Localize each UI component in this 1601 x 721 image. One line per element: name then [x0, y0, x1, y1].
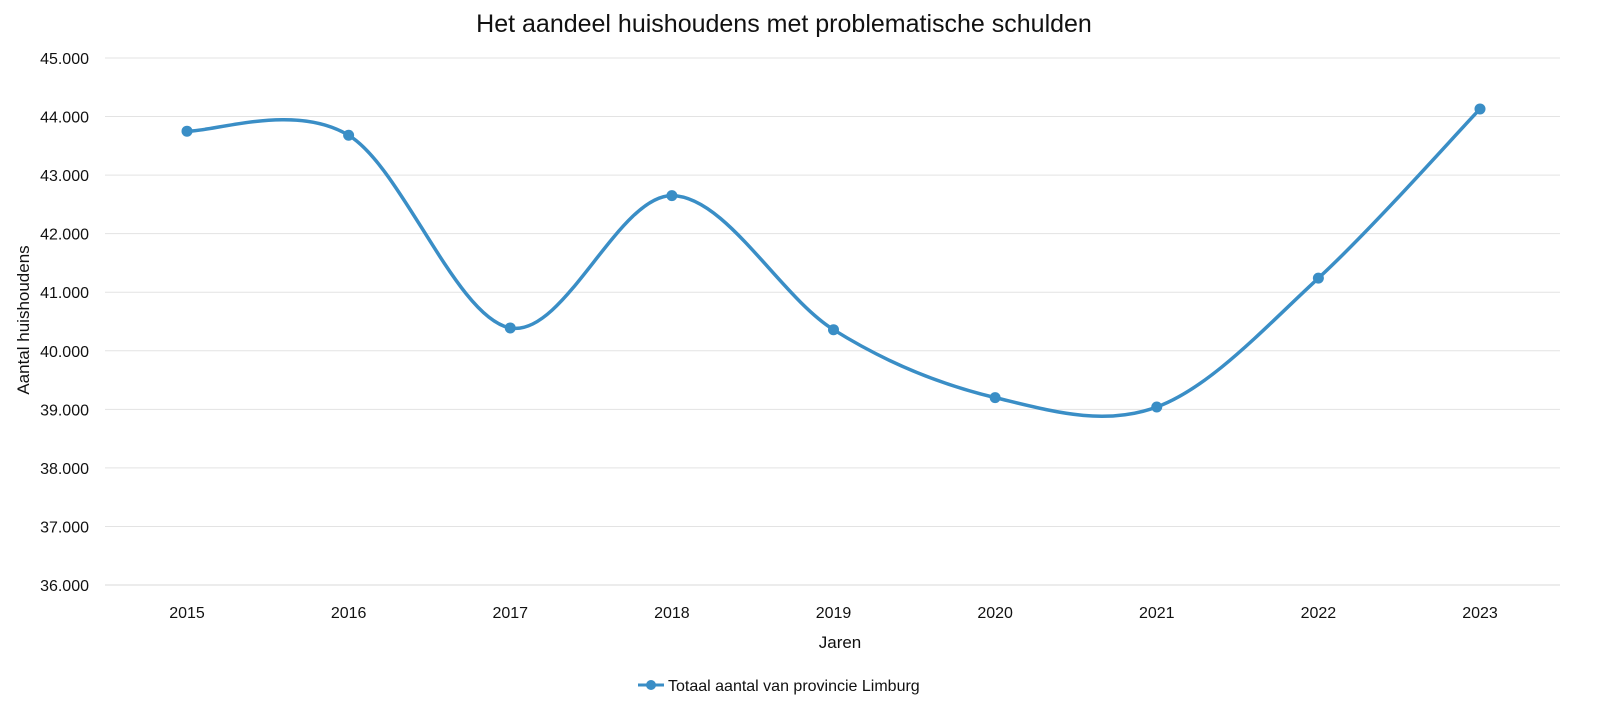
series-line: [185, 107, 1482, 418]
y-tick-label: 38.000: [40, 461, 89, 478]
x-tick-label: 2022: [1301, 605, 1337, 622]
y-tick-label: 42.000: [40, 227, 89, 244]
data-point-2022: [1312, 272, 1324, 284]
x-tick-label: 2019: [816, 605, 852, 622]
x-tick-label: 2021: [1139, 605, 1175, 622]
data-point-2015: [181, 125, 193, 137]
data-point-2018: [666, 190, 678, 202]
data-point-2016: [343, 129, 355, 141]
legend-dot-marker: [646, 680, 656, 690]
y-tick-label: 43.000: [40, 168, 89, 185]
y-tick-label: 44.000: [40, 110, 89, 127]
x-axis-title: Jaren: [819, 633, 862, 652]
legend: Totaal aantal van provincie Limburg: [638, 678, 920, 695]
series-layer: [181, 103, 1486, 418]
y-tick-label: 36.000: [40, 578, 89, 595]
x-tick-label: 2023: [1462, 605, 1498, 622]
data-point-2019: [828, 324, 839, 336]
y-tick-label: 45.000: [40, 51, 89, 68]
data-point-2020: [989, 392, 1001, 404]
legend-label: Totaal aantal van provincie Limburg: [668, 678, 920, 695]
y-tick-label: 40.000: [40, 344, 89, 361]
x-tick-label: 2015: [169, 605, 205, 622]
y-tick-label: 37.000: [40, 519, 89, 536]
gridlines: [105, 57, 1560, 586]
data-point-2021: [1151, 401, 1163, 413]
x-tick-label: 2017: [492, 605, 528, 622]
data-point-2017: [504, 322, 516, 334]
x-axis-ticks: 2015 2016 2017 2018 2019 2020 2021 2022 2023: [169, 605, 1498, 622]
y-tick-label: 41.000: [40, 285, 89, 302]
x-tick-label: 2020: [977, 605, 1013, 622]
chart-title: Het aandeel huishoudens met problematisc…: [476, 10, 1092, 38]
y-axis-ticks: 36.000 37.000 38.000 39.000 40.000 41.000 42.0…: [40, 51, 89, 595]
y-axis-title: Aantal huishoudens: [14, 245, 33, 394]
x-tick-label: 2018: [654, 605, 690, 622]
x-tick-label: 2016: [331, 605, 367, 622]
data-point-2023: [1474, 103, 1486, 115]
y-tick-label: 39.000: [40, 402, 89, 419]
